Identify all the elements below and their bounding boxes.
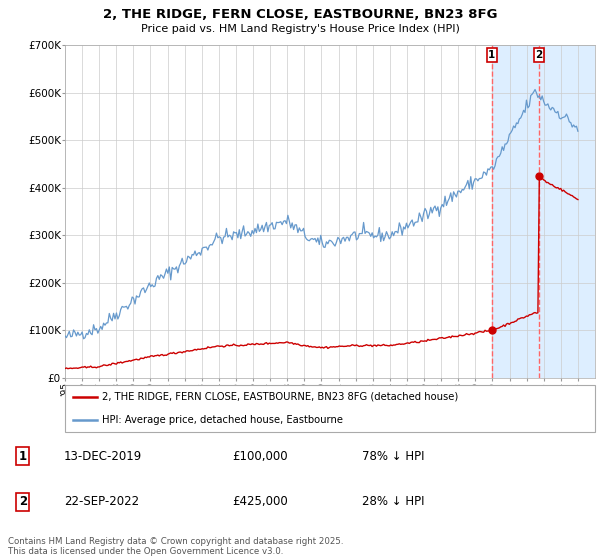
Text: £100,000: £100,000 bbox=[232, 450, 288, 463]
Text: 1: 1 bbox=[488, 50, 496, 60]
Text: Price paid vs. HM Land Registry's House Price Index (HPI): Price paid vs. HM Land Registry's House … bbox=[140, 24, 460, 34]
Text: 2, THE RIDGE, FERN CLOSE, EASTBOURNE, BN23 8FG (detached house): 2, THE RIDGE, FERN CLOSE, EASTBOURNE, BN… bbox=[102, 392, 458, 402]
Text: 2: 2 bbox=[535, 50, 542, 60]
Text: £425,000: £425,000 bbox=[232, 496, 288, 508]
Text: 22-SEP-2022: 22-SEP-2022 bbox=[64, 496, 139, 508]
Text: 2, THE RIDGE, FERN CLOSE, EASTBOURNE, BN23 8FG: 2, THE RIDGE, FERN CLOSE, EASTBOURNE, BN… bbox=[103, 8, 497, 21]
Text: 1: 1 bbox=[19, 450, 27, 463]
Bar bbox=[492, 45, 595, 378]
Text: 28% ↓ HPI: 28% ↓ HPI bbox=[362, 496, 425, 508]
Text: 2: 2 bbox=[19, 496, 27, 508]
Text: Contains HM Land Registry data © Crown copyright and database right 2025.
This d: Contains HM Land Registry data © Crown c… bbox=[8, 536, 343, 556]
FancyBboxPatch shape bbox=[65, 385, 595, 432]
Text: 13-DEC-2019: 13-DEC-2019 bbox=[64, 450, 142, 463]
Text: HPI: Average price, detached house, Eastbourne: HPI: Average price, detached house, East… bbox=[102, 416, 343, 425]
Text: 78% ↓ HPI: 78% ↓ HPI bbox=[362, 450, 425, 463]
